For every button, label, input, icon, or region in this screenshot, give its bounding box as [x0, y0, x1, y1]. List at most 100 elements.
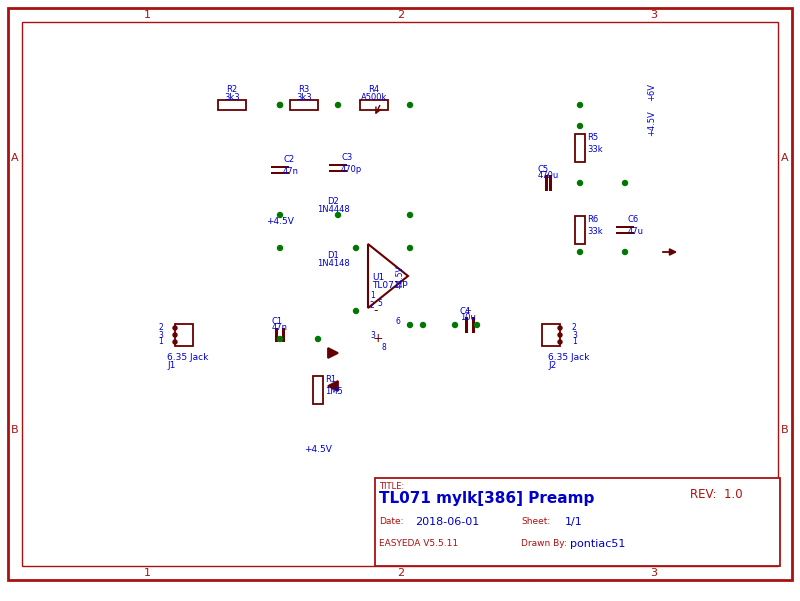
Circle shape: [407, 103, 413, 108]
Bar: [542, 324, 560, 346]
Bar: [175, 324, 193, 346]
Circle shape: [421, 323, 426, 328]
Text: 33k: 33k: [587, 145, 602, 154]
Text: +4.5V: +4.5V: [266, 218, 294, 227]
Text: 6.35 Jack: 6.35 Jack: [548, 353, 590, 361]
Bar: [545, 175, 548, 191]
Text: +4.5V: +4.5V: [647, 110, 656, 136]
Text: 2: 2: [572, 323, 577, 332]
Text: A500k: A500k: [361, 93, 387, 102]
Text: EASYEDA V5.5.11: EASYEDA V5.5.11: [379, 540, 458, 549]
Circle shape: [558, 326, 562, 330]
Circle shape: [578, 249, 582, 254]
Bar: [575, 134, 585, 162]
Bar: [549, 175, 552, 191]
Circle shape: [173, 326, 177, 330]
Text: 1: 1: [370, 290, 374, 299]
Circle shape: [278, 103, 282, 108]
Bar: [616, 232, 634, 234]
Text: 2: 2: [158, 323, 163, 332]
Text: 1: 1: [158, 338, 163, 347]
Circle shape: [474, 323, 479, 328]
Text: 470u: 470u: [538, 171, 559, 180]
Circle shape: [354, 308, 358, 314]
Text: 1: 1: [572, 338, 577, 347]
Text: 47n: 47n: [272, 323, 288, 332]
Text: 2: 2: [398, 10, 405, 20]
Text: R2: R2: [226, 85, 238, 94]
Text: 8: 8: [382, 343, 386, 352]
Text: R4: R4: [369, 85, 379, 94]
Text: 5: 5: [377, 299, 382, 308]
Circle shape: [578, 180, 582, 186]
Circle shape: [278, 213, 282, 218]
Text: C2: C2: [283, 156, 294, 165]
Polygon shape: [328, 348, 338, 358]
Text: +4.5V: +4.5V: [304, 445, 332, 454]
Text: 3: 3: [650, 10, 658, 20]
Text: 33k: 33k: [587, 228, 602, 237]
Circle shape: [407, 213, 413, 218]
Text: 1: 1: [143, 10, 150, 20]
Text: 1/1: 1/1: [565, 517, 582, 527]
Bar: [282, 328, 285, 342]
Text: 1N4448: 1N4448: [317, 204, 350, 213]
Circle shape: [315, 337, 321, 341]
Text: 3: 3: [650, 568, 658, 578]
Text: 3: 3: [370, 331, 375, 340]
Text: 3: 3: [158, 331, 163, 340]
Text: pontiac51: pontiac51: [570, 539, 626, 549]
Circle shape: [622, 249, 627, 254]
Text: Drawn By:: Drawn By:: [521, 540, 567, 549]
Bar: [275, 328, 278, 342]
Text: R5: R5: [587, 133, 598, 142]
Text: 1M5: 1M5: [325, 388, 342, 397]
Text: R3: R3: [298, 85, 310, 94]
Circle shape: [558, 333, 562, 337]
Text: 2: 2: [370, 300, 374, 310]
Text: TL071 mylk[386] Preamp: TL071 mylk[386] Preamp: [379, 490, 594, 505]
Circle shape: [278, 245, 282, 251]
Circle shape: [622, 180, 627, 186]
Bar: [290, 100, 318, 110]
Text: +: +: [464, 306, 471, 315]
Text: R1: R1: [325, 376, 336, 385]
Text: -: -: [373, 305, 378, 317]
Circle shape: [335, 103, 341, 108]
Text: 10u: 10u: [460, 314, 476, 323]
Bar: [218, 100, 246, 110]
Circle shape: [173, 333, 177, 337]
Bar: [313, 376, 323, 404]
Text: 47n: 47n: [283, 168, 299, 177]
Text: 47u: 47u: [628, 228, 644, 237]
Circle shape: [578, 123, 582, 129]
Text: 1: 1: [143, 568, 150, 578]
Text: C5: C5: [538, 165, 549, 174]
Text: D1: D1: [327, 251, 339, 260]
Bar: [575, 216, 585, 244]
Bar: [329, 164, 347, 166]
Text: 3k3: 3k3: [224, 93, 240, 102]
Bar: [329, 170, 347, 172]
Polygon shape: [328, 381, 338, 391]
Text: 470p: 470p: [341, 165, 362, 174]
Text: 2: 2: [398, 568, 405, 578]
Text: 1N4148: 1N4148: [317, 260, 350, 269]
Text: TITLE:: TITLE:: [379, 482, 404, 491]
Text: 3: 3: [572, 331, 577, 340]
Text: +6V: +6V: [647, 83, 656, 101]
Bar: [465, 317, 468, 333]
Circle shape: [407, 245, 413, 251]
Text: C3: C3: [341, 153, 352, 162]
Text: A: A: [781, 153, 789, 163]
Circle shape: [558, 340, 562, 344]
Bar: [616, 226, 634, 228]
Text: J2: J2: [548, 361, 556, 370]
Text: J1: J1: [167, 361, 175, 370]
Text: D2: D2: [327, 197, 339, 206]
Circle shape: [173, 340, 177, 344]
Text: C4: C4: [460, 307, 471, 316]
Bar: [360, 100, 388, 110]
Polygon shape: [368, 244, 408, 308]
Bar: [375, 478, 780, 566]
